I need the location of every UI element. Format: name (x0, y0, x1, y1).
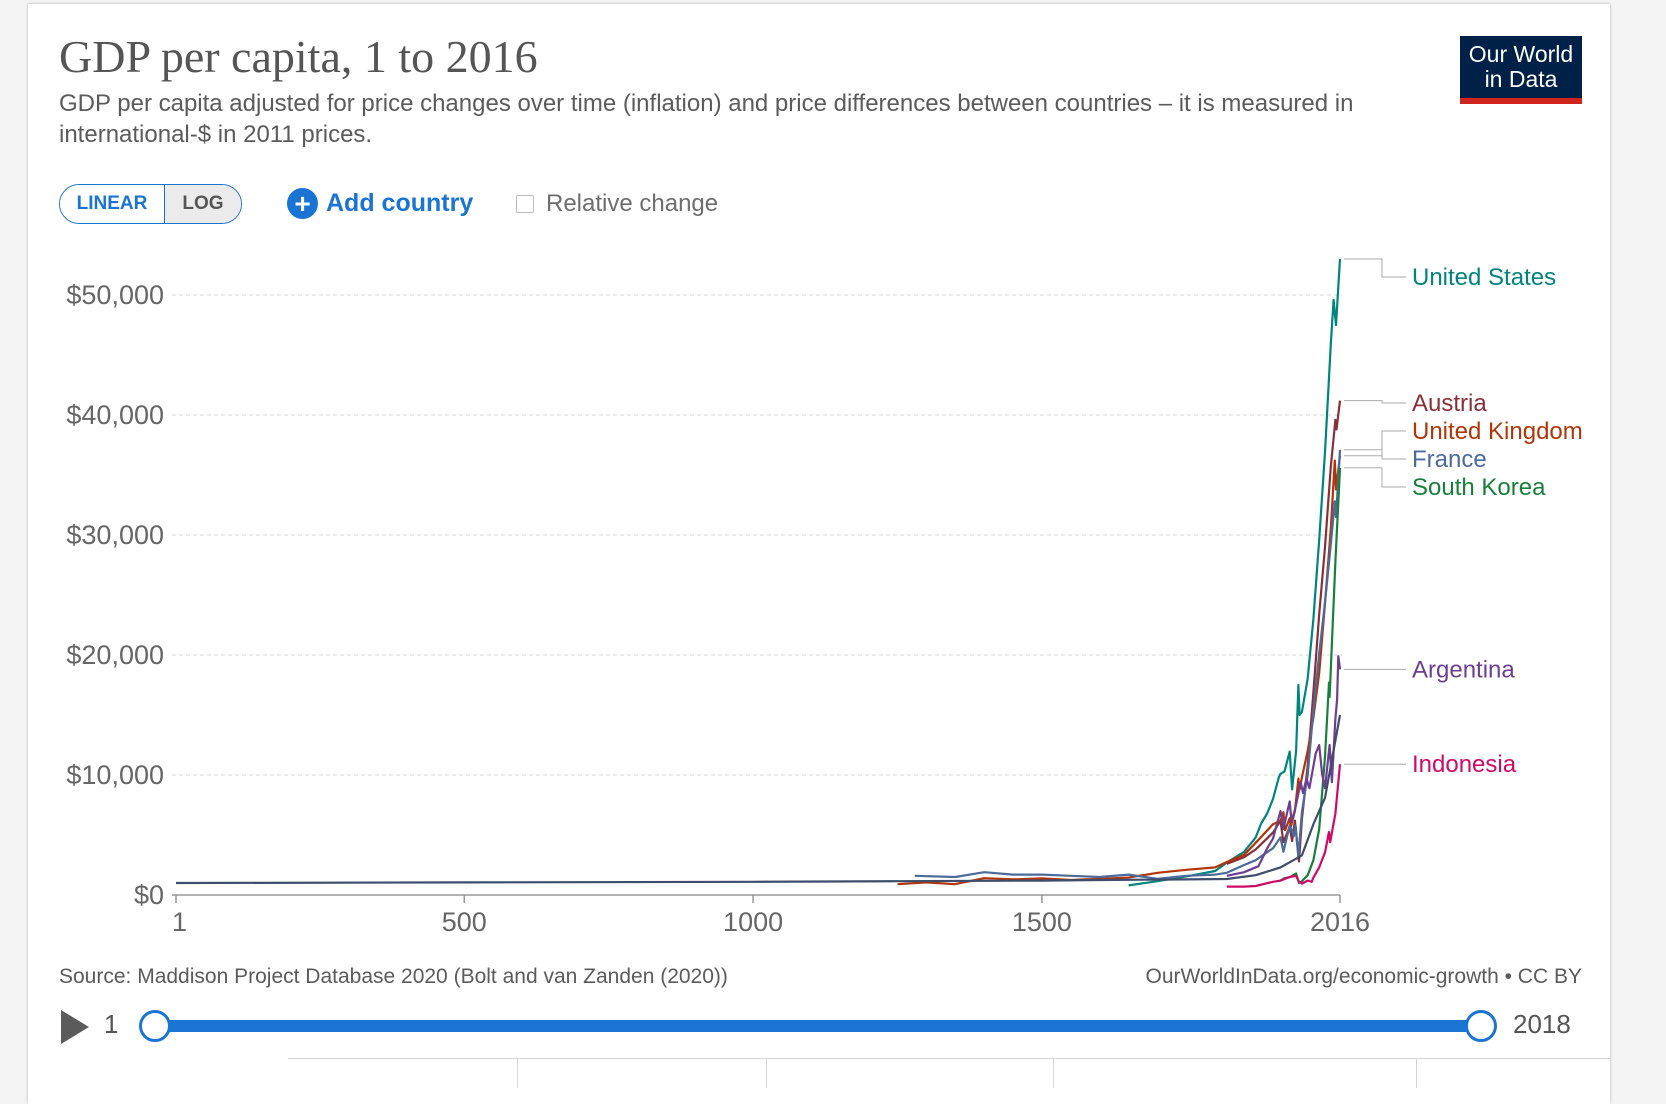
y-tick-label: $0 (134, 880, 164, 910)
series-line (1128, 258, 1342, 887)
y-tick-label: $10,000 (66, 760, 164, 790)
chart-card (28, 4, 1610, 1104)
logo-line-2: in Data (1484, 66, 1558, 92)
relative-change-checkbox[interactable] (516, 195, 534, 213)
legend-label: Argentina (1412, 656, 1515, 683)
scale-toggle: LINEAR LOG (59, 184, 242, 224)
legend-label: United Kingdom (1412, 418, 1583, 445)
tab-divider (766, 1058, 767, 1088)
legend-leader-line (1344, 430, 1406, 457)
legend-leader-line (1344, 467, 1406, 488)
relative-change-toggle[interactable]: Relative change (516, 187, 718, 221)
series-line (1278, 467, 1342, 885)
logo-line-1: Our World (1468, 41, 1574, 67)
linear-scale-button[interactable]: LINEAR (60, 185, 165, 223)
timeline-start-handle[interactable] (139, 1010, 171, 1042)
series-line (1226, 400, 1342, 865)
legend-label: France (1412, 446, 1487, 473)
credit-link[interactable]: OurWorldInData.org/economic-growth • CC … (1145, 965, 1582, 988)
series-line (175, 714, 1342, 885)
x-tick-label: 2016 (1310, 907, 1370, 937)
y-tick-label: $40,000 (66, 400, 164, 430)
tab-divider (517, 1058, 518, 1088)
series-line (1226, 764, 1342, 888)
timeline-end-handle[interactable] (1465, 1010, 1497, 1042)
legend-leader-line (1344, 449, 1406, 460)
y-tick-label: $20,000 (66, 640, 164, 670)
log-scale-button[interactable]: LOG (165, 185, 241, 223)
legend-leader-line (1344, 258, 1406, 278)
owid-logo[interactable]: Our World in Data (1460, 36, 1582, 104)
chart-subtitle: GDP per capita adjusted for price change… (59, 90, 1354, 148)
add-country-button[interactable]: + Add country (287, 185, 473, 221)
timeline-track[interactable] (153, 1020, 1480, 1032)
play-icon[interactable] (61, 1010, 89, 1044)
relative-change-label: Relative change (546, 190, 719, 217)
timeline-end-label: 2018 (1513, 1009, 1571, 1039)
timeline-start-label: 1 (104, 1009, 119, 1039)
add-country-label: Add country (326, 188, 474, 217)
x-tick-label: 1 (172, 907, 187, 937)
y-tick-label: $30,000 (66, 520, 164, 550)
legend-label: South Korea (1412, 474, 1546, 501)
tab-divider (1053, 1058, 1054, 1088)
plus-circle-icon: + (287, 187, 318, 219)
legend-label: Indonesia (1412, 751, 1517, 778)
source-note[interactable]: Source: Maddison Project Database 2020 (… (59, 965, 728, 988)
y-tick-label: $50,000 (66, 280, 164, 310)
series-line (914, 449, 1342, 880)
legend-label: Austria (1412, 390, 1487, 417)
x-tick-label: 1500 (1012, 907, 1072, 937)
series-line (897, 455, 1342, 886)
x-tick-label: 500 (442, 907, 487, 937)
legend-leader-line (1344, 400, 1406, 404)
chart-title: GDP per capita, 1 to 2016 (59, 31, 538, 82)
x-tick-label: 1000 (723, 907, 783, 937)
tab-strip (288, 1058, 1610, 1099)
series-line (1226, 655, 1342, 877)
tab-divider (1416, 1058, 1417, 1088)
legend-label: United States (1412, 264, 1556, 291)
